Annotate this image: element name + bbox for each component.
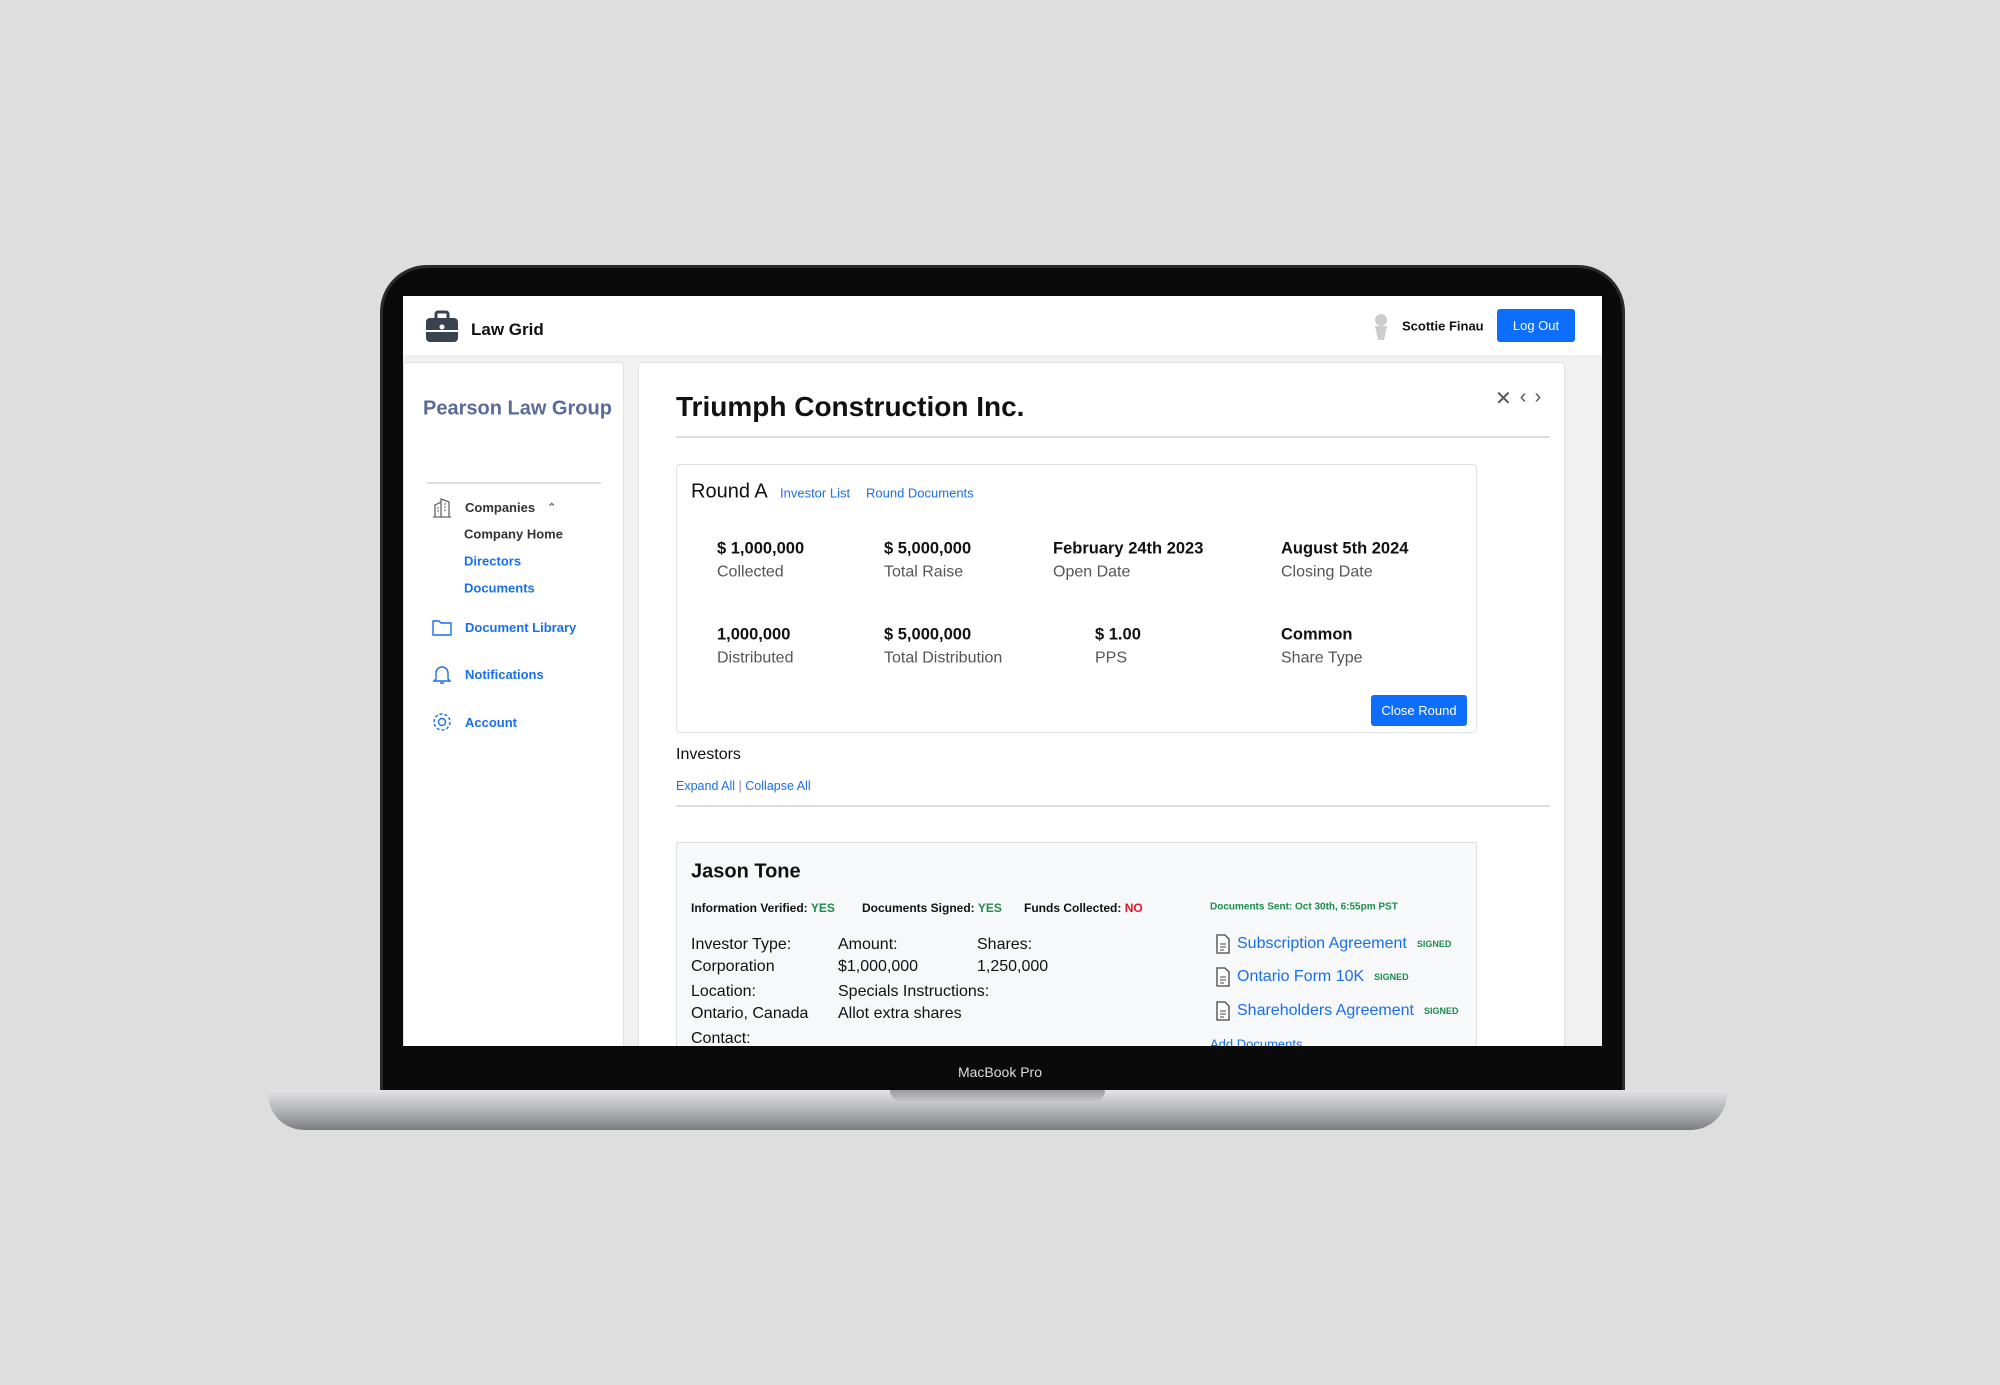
building-icon [433, 498, 451, 518]
status-funds-collected: Funds Collected: NO [1024, 901, 1143, 915]
stat-label: Collected [717, 563, 784, 581]
companies-label: Companies [465, 499, 536, 515]
stat-label: Share Type [1281, 649, 1363, 667]
sidebar: Pearson Law Group Companies ⌃ Company Ho… [403, 362, 624, 1046]
sidebar-subitem-directors[interactable]: Directors [464, 553, 522, 569]
investor-card[interactable]: Jason Tone Information Verified: YES Doc… [676, 842, 1477, 1046]
stat-6: $ 1.00 PPS [1095, 625, 1141, 667]
add-documents-link[interactable]: Add Documents [1210, 1036, 1303, 1047]
document-link[interactable]: Subscription Agreement [1237, 935, 1407, 952]
stat-5: $ 5,000,000 Total Distribution [884, 625, 1002, 667]
stat-value: Common [1281, 625, 1353, 644]
page-title: Triumph Construction Inc. [676, 391, 1025, 422]
stat-0: $ 1,000,000 Collected [717, 539, 805, 581]
signed-badge: SIGNED [1374, 972, 1409, 982]
investor-type-label: Investor Type: [691, 936, 792, 953]
document-link[interactable]: Shareholders Agreement [1237, 1002, 1414, 1019]
stat-label: Total Distribution [884, 649, 1003, 667]
chevron-right-icon[interactable]: › [1534, 386, 1542, 408]
sidebar-item-companies[interactable]: Companies ⌃ [431, 496, 556, 518]
status-documents-signed: Documents Signed: YES [862, 901, 1002, 915]
instructions-label: Specials Instructions: [838, 983, 990, 1000]
investor-type-value: Corporation [691, 958, 775, 975]
stat-value: $ 5,000,000 [884, 539, 972, 558]
folder-icon [432, 620, 452, 636]
investors-divider [676, 805, 1550, 807]
stat-label: Distributed [717, 649, 794, 667]
document-icon [1216, 967, 1230, 987]
stat-3: August 5th 2024 Closing Date [1281, 539, 1409, 581]
sidebar-item-notifications[interactable]: Notifications [431, 663, 544, 685]
round-documents-link[interactable]: Round Documents [866, 485, 974, 501]
stat-value: 1,000,000 [717, 625, 791, 644]
investor-name: Jason Tone [691, 860, 801, 883]
document-icon [1216, 934, 1230, 954]
round-card: Round A Investor List Round Documents $ … [676, 464, 1477, 733]
sidebar-divider [427, 482, 601, 484]
stat-value: August 5th 2024 [1281, 539, 1409, 558]
sidebar-item-account[interactable]: Account [431, 711, 517, 733]
shares-label: Shares: [977, 936, 1033, 953]
chevron-left-icon[interactable]: ‹ [1519, 386, 1527, 408]
amount-label: Amount: [838, 936, 898, 953]
firm-name: Pearson Law Group [423, 397, 612, 420]
stat-value: February 24th 2023 [1053, 539, 1204, 558]
user-name: Scottie Finau [1402, 318, 1484, 334]
stat-label: Closing Date [1281, 563, 1373, 581]
sidebar-item-document-library[interactable]: Document Library [431, 616, 576, 638]
laptop-notch [890, 1090, 1105, 1102]
investor-list-link[interactable]: Investor List [780, 485, 851, 501]
close-round-button[interactable]: Close Round [1371, 695, 1467, 726]
investors-heading: Investors [676, 746, 741, 763]
signed-badge: SIGNED [1424, 1006, 1459, 1016]
stat-value: $ 1,000,000 [717, 539, 805, 558]
status-info-verified: Information Verified: YES [691, 901, 835, 915]
notifications-label: Notifications [465, 666, 544, 682]
expand-all-link[interactable]: Expand All [676, 779, 736, 793]
document-item[interactable]: Ontario Form 10K SIGNED [1215, 967, 1409, 987]
gear-icon [433, 713, 451, 731]
screen: Law Grid Scottie Finau Log Out Pearson L… [403, 296, 1602, 1046]
stat-7: Common Share Type [1281, 625, 1363, 667]
bell-icon [432, 666, 452, 684]
location-value: Ontario, Canada [691, 1005, 809, 1022]
document-link[interactable]: Ontario Form 10K [1237, 968, 1365, 985]
title-divider [676, 436, 1550, 438]
shares-value: 1,250,000 [977, 958, 1049, 975]
logout-button[interactable]: Log Out [1497, 309, 1575, 342]
document-item[interactable]: Subscription Agreement SIGNED [1215, 934, 1451, 954]
stat-1: $ 5,000,000 Total Raise [884, 539, 972, 581]
contact-label: Contact: [691, 1030, 751, 1046]
account-label: Account [465, 714, 517, 730]
app-name: Law Grid [471, 320, 544, 339]
chevron-up-icon: ⌃ [547, 501, 557, 514]
top-bar: Law Grid Scottie Finau Log Out [403, 296, 1602, 355]
signed-badge: SIGNED [1416, 939, 1452, 949]
stat-value: $ 5,000,000 [884, 625, 972, 644]
round-name: Round A [691, 480, 768, 503]
documents-sent: Documents Sent: Oct 30th, 6:55pm PST [1210, 901, 1398, 913]
stat-2: February 24th 2023 Open Date [1053, 539, 1204, 581]
document-icon [1216, 1001, 1230, 1021]
stat-label: Open Date [1053, 563, 1131, 581]
sidebar-subitem-documents[interactable]: Documents [464, 580, 535, 596]
amount-value: $1,000,000 [838, 958, 919, 975]
user-avatar-icon [1375, 314, 1387, 340]
close-icon[interactable]: ✕ [1495, 388, 1512, 410]
document-library-label: Document Library [465, 619, 577, 635]
stat-label: PPS [1095, 649, 1128, 667]
location-label: Location: [691, 983, 756, 1000]
sidebar-subitem-company-home[interactable]: Company Home [464, 526, 563, 542]
stat-label: Total Raise [884, 563, 964, 581]
document-item[interactable]: Shareholders Agreement SIGNED [1215, 1001, 1459, 1021]
briefcase-icon [426, 310, 458, 342]
collapse-all-link[interactable]: Collapse All [745, 779, 811, 793]
stat-value: $ 1.00 [1095, 625, 1141, 644]
device-label: MacBook Pro [957, 1064, 1043, 1080]
instructions-value: Allot extra shares [838, 1005, 962, 1022]
stat-4: 1,000,000 Distributed [717, 625, 793, 667]
